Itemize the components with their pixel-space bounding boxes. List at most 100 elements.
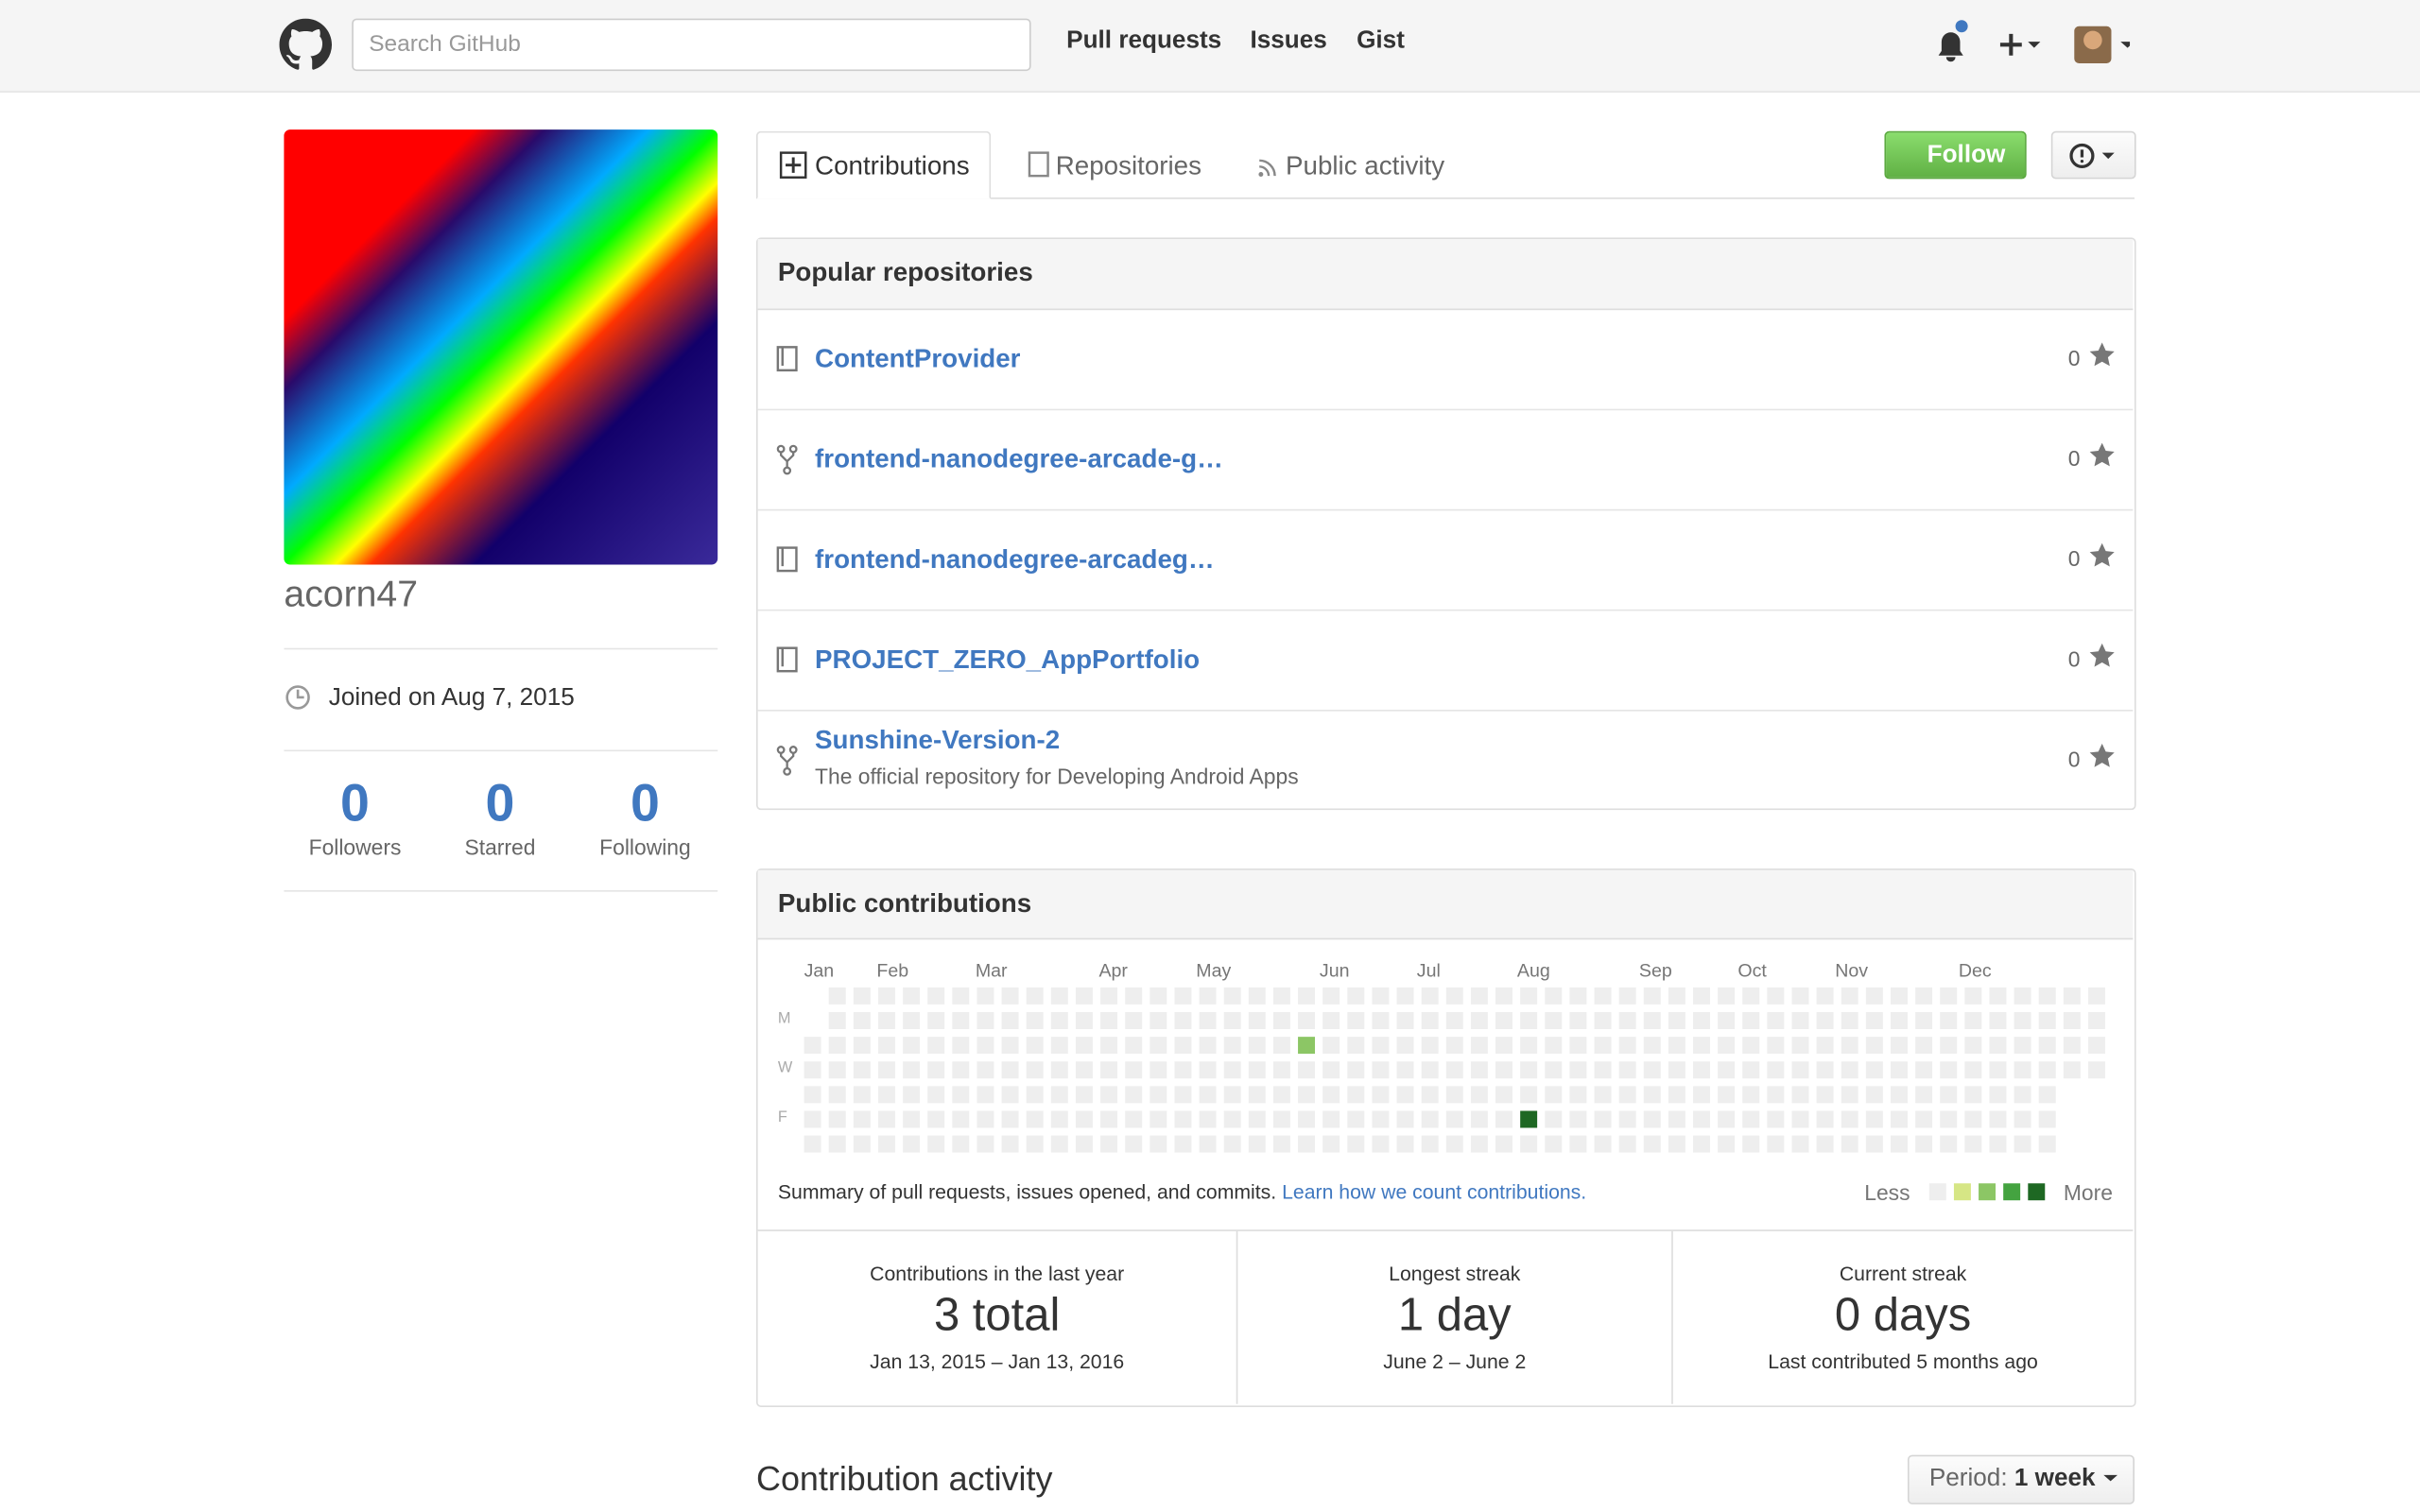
- legend-more: More: [2063, 1179, 2113, 1206]
- day-cell: [1964, 1061, 1982, 1079]
- day-cell: [1668, 987, 1685, 1005]
- period-button[interactable]: Period: 1 week: [1907, 1454, 2135, 1504]
- search-input[interactable]: Search GitHub: [352, 18, 1031, 72]
- day-cell: [1100, 1086, 1118, 1104]
- day-cell: [952, 1012, 970, 1029]
- stat-label[interactable]: Following: [599, 834, 691, 860]
- day-cell: [1372, 987, 1390, 1005]
- day-cell: [1026, 1012, 1044, 1029]
- stat-value[interactable]: 0: [630, 774, 660, 833]
- day-cell: [1841, 1086, 1858, 1104]
- divider: [1671, 1230, 1673, 1404]
- repo-name[interactable]: Sunshine-Version-2: [815, 725, 1061, 755]
- day-label: F: [777, 1108, 787, 1126]
- day-cell: [1767, 1037, 1785, 1055]
- nav-link[interactable]: Gist: [1357, 27, 1405, 55]
- day-cell: [1174, 1086, 1192, 1104]
- fork-icon: [776, 746, 798, 776]
- day-cell: [1791, 1061, 1809, 1079]
- legend-less: Less: [1864, 1179, 1910, 1206]
- day-cell: [1396, 1012, 1414, 1029]
- day-cell: [1075, 1012, 1093, 1029]
- day-cell: [1915, 1135, 1933, 1153]
- day-cell: [1100, 1037, 1118, 1055]
- repo-icon: [776, 646, 798, 673]
- day-cell: [1372, 1135, 1390, 1153]
- day-cell: [1618, 1037, 1636, 1055]
- day-cell: [1421, 1086, 1439, 1104]
- report-button[interactable]: [2050, 130, 2136, 180]
- day-cell: [1026, 1037, 1044, 1055]
- day-cell: [1050, 1110, 1068, 1128]
- day-cell: [828, 1037, 846, 1055]
- day-cell: [1298, 1110, 1316, 1128]
- stat-label[interactable]: Starred: [464, 834, 536, 860]
- repo-name[interactable]: frontend-nanodegree-arcade-g…: [815, 444, 1223, 474]
- day-cell: [877, 1086, 895, 1104]
- nav-link[interactable]: Pull requests: [1066, 27, 1222, 55]
- tab-active[interactable]: [755, 130, 992, 199]
- legend-cell: [1928, 1183, 1946, 1201]
- day-cell: [1865, 1110, 1883, 1128]
- divider: [284, 647, 718, 650]
- day-cell: [1865, 1061, 1883, 1079]
- tab[interactable]: Contributions: [815, 151, 970, 181]
- day-cell: [1865, 1135, 1883, 1153]
- day-cell: [1545, 987, 1563, 1005]
- follow-button[interactable]: Follow: [1884, 130, 2027, 180]
- day-cell: [1693, 1135, 1710, 1153]
- day-cell: [2038, 1086, 2056, 1104]
- star-icon: [2089, 342, 2115, 367]
- day-cell: [1372, 1037, 1390, 1055]
- day-cell: [2038, 1110, 2056, 1128]
- day-cell: [1445, 1037, 1463, 1055]
- day-cell: [1396, 1061, 1414, 1079]
- day-cell: [1545, 1061, 1563, 1079]
- day-cell: [1272, 1135, 1290, 1153]
- day-cell: [1372, 1012, 1390, 1029]
- header-icons[interactable]: [1929, 15, 2131, 71]
- day-cell: [1791, 1135, 1809, 1153]
- day-cell: [1150, 987, 1167, 1005]
- day-cell: [1174, 1061, 1192, 1079]
- day-cell: [1223, 1061, 1241, 1079]
- day-cell: [1075, 1135, 1093, 1153]
- day-cell: [1940, 1110, 1958, 1128]
- tab[interactable]: Public activity: [1286, 151, 1445, 181]
- day-cell: [1940, 1012, 1958, 1029]
- day-cell: [1668, 1135, 1685, 1153]
- day-cell: [1298, 1037, 1316, 1055]
- day-cell: [1718, 1012, 1736, 1029]
- day-cell: [1718, 987, 1736, 1005]
- link[interactable]: Learn how we count contributions.: [1282, 1179, 1587, 1204]
- tab[interactable]: Repositories: [1055, 151, 1202, 181]
- stat-value[interactable]: 0: [485, 774, 515, 833]
- day-cell: [977, 987, 994, 1005]
- day-cell: [2063, 1012, 2081, 1029]
- day-cell: [804, 1037, 821, 1055]
- month-label: Feb: [876, 959, 909, 982]
- github-logo[interactable]: [279, 18, 333, 72]
- repo-name[interactable]: frontend-nanodegree-arcadeg…: [815, 544, 1215, 575]
- day-cell: [1298, 987, 1316, 1005]
- stat-total: 3 total: [933, 1289, 1061, 1341]
- nav-link[interactable]: Issues: [1250, 27, 1327, 55]
- day-cell: [1100, 1012, 1118, 1029]
- day-cell: [1298, 1061, 1316, 1079]
- repo-name[interactable]: ContentProvider: [815, 344, 1021, 374]
- day-cell: [1050, 1037, 1068, 1055]
- stat-label[interactable]: Followers: [308, 834, 402, 860]
- day-cell: [2087, 987, 2105, 1005]
- day-cell: [1618, 1012, 1636, 1029]
- stat-value[interactable]: 0: [340, 774, 370, 833]
- day-cell: [1545, 1012, 1563, 1029]
- repo-name[interactable]: PROJECT_ZERO_AppPortfolio: [815, 644, 1201, 675]
- day-cell: [1643, 1061, 1661, 1079]
- day-cell: [1199, 1037, 1217, 1055]
- day-cell: [1594, 1037, 1612, 1055]
- day-cell: [977, 1086, 994, 1104]
- day-cell: [1693, 987, 1710, 1005]
- day-cell: [1026, 1061, 1044, 1079]
- day-cell: [1125, 1012, 1143, 1029]
- day-cell: [877, 1012, 895, 1029]
